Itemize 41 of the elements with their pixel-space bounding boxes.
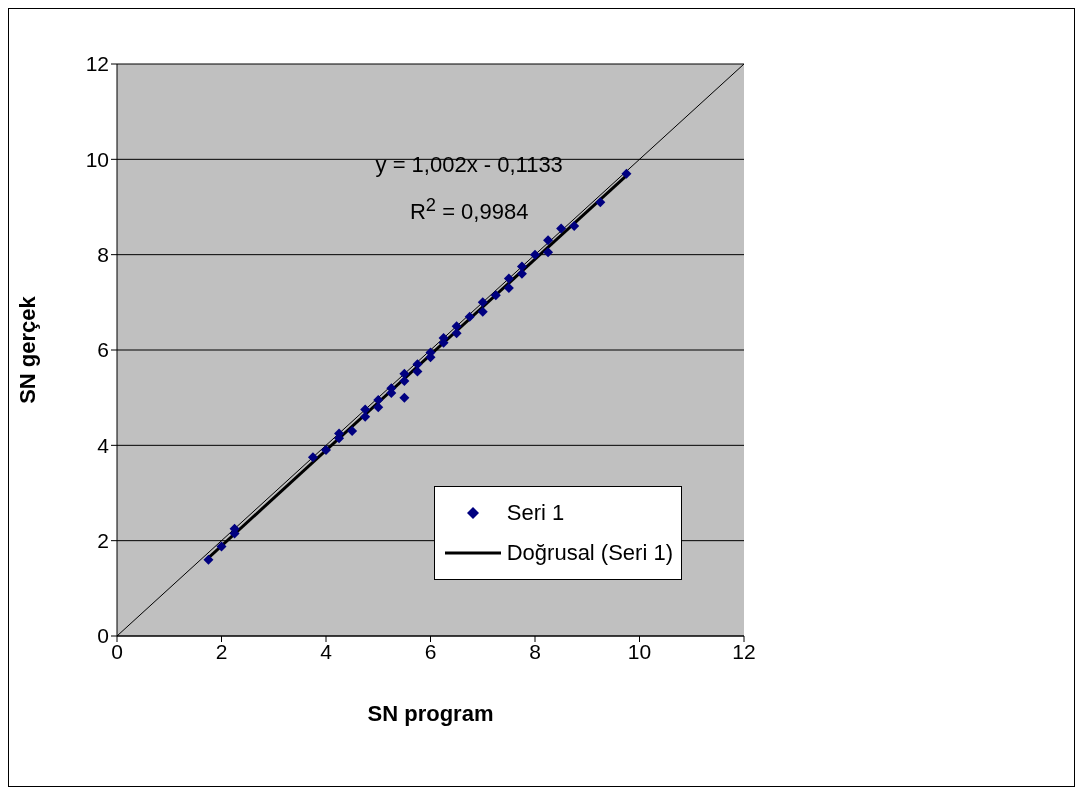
point [203,554,214,565]
y-tick-label: 4 [97,433,110,457]
point [451,328,462,339]
point [347,426,358,437]
annotation: y = 1,002x - 0,1133 [374,152,564,178]
point [530,249,540,260]
point [490,290,501,301]
point [503,283,514,294]
point [464,311,475,322]
point [373,402,384,413]
point [595,197,606,208]
legend-label: Doğrusal (Seri 1) [506,540,673,567]
y-axis-title: SN gerçek [14,295,40,404]
x-tick-label: 2 [215,639,228,663]
point [503,273,514,284]
point [216,541,227,552]
y-tick-label: 8 [97,243,109,267]
y-tick-label: 0 [97,624,109,648]
point [307,452,318,463]
x-tick-label: 10 [627,639,652,663]
x-tick-label: 12 [732,639,756,663]
point [543,235,554,246]
legend-label: Seri 1 [506,500,565,527]
point [569,221,580,232]
point [477,297,488,308]
point [621,168,632,179]
point [477,306,488,317]
x-axis-title: SN program [367,701,494,726]
point [399,368,410,379]
y-tick-label: 2 [97,529,109,553]
point [399,392,410,403]
x-tick-label: 4 [320,639,333,663]
point [543,247,554,258]
point [556,223,567,234]
annotation: R$^{2}$ = 0,9984 [408,194,530,226]
y-tick-label: 6 [97,338,109,362]
y-tick-label: 10 [85,147,109,171]
y-tick-label: 12 [85,52,109,76]
x-tick-label: 8 [529,639,541,663]
point [321,445,331,456]
x-tick-label: 6 [424,639,437,663]
